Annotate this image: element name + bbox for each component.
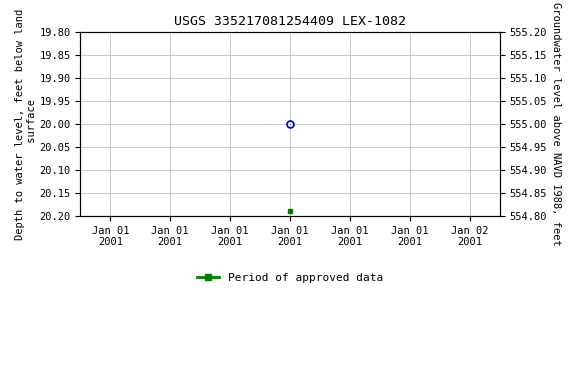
Title: USGS 335217081254409 LEX-1082: USGS 335217081254409 LEX-1082 [174, 15, 406, 28]
Y-axis label: Depth to water level, feet below land
 surface: Depth to water level, feet below land su… [15, 8, 37, 240]
Y-axis label: Groundwater level above NAVD 1988, feet: Groundwater level above NAVD 1988, feet [551, 2, 561, 246]
Legend: Period of approved data: Period of approved data [192, 268, 388, 288]
